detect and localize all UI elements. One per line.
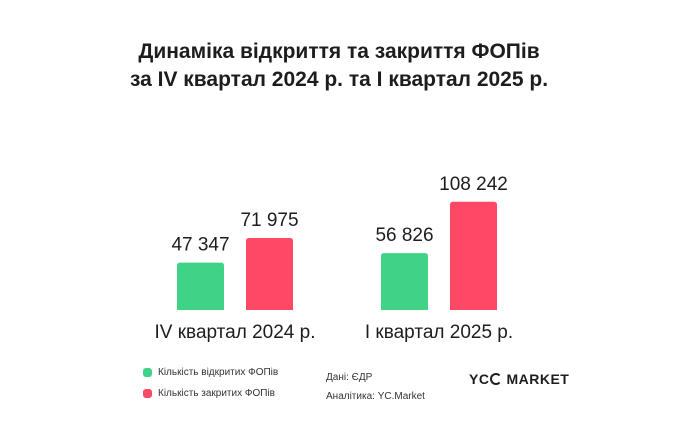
title-line-1: Динаміка відкриття та закриття ФОПів: [138, 40, 540, 63]
bar-closed-1: [246, 238, 293, 310]
category-label-2: I квартал 2025 р.: [365, 322, 513, 343]
bar-opened-2: [381, 253, 428, 310]
legend-swatch-closed: [143, 389, 152, 398]
logo-ring-icon: [490, 373, 503, 385]
bar-opened-1: [177, 262, 224, 310]
legend-label-opened: Кількість відкритих ФОПів: [158, 367, 279, 378]
data-source: Дані: ЄДР: [326, 372, 373, 383]
chart-title: Динаміка відкриття та закриття ФОПів за …: [0, 38, 678, 94]
source-info: Дані: ЄДР Аналітика: YC.Market: [326, 368, 425, 406]
logo-text-left: YC: [469, 371, 490, 387]
title-line-2: за IV квартал 2024 р. та I квартал 2025 …: [129, 68, 549, 91]
analytics-source: Аналітика: YC.Market: [326, 391, 425, 402]
data-label-opened-1: 47 347: [171, 235, 229, 256]
logo-text-right: MARKET: [506, 371, 570, 387]
legend: Кількість відкритих ФОПів Кількість закр…: [143, 366, 278, 408]
data-label-closed-2: 108 242: [439, 174, 508, 195]
legend-swatch-opened: [143, 368, 152, 377]
data-label-closed-1: 71 975: [240, 210, 298, 231]
data-label-opened-2: 56 826: [375, 225, 433, 246]
legend-item-closed: Кількість закритих ФОПів: [143, 387, 278, 400]
yc-market-logo: YC MARKET: [469, 371, 569, 387]
category-label-1: IV квартал 2024 р.: [155, 322, 316, 343]
legend-label-closed: Кількість закритих ФОПів: [158, 388, 275, 399]
bar-closed-2: [450, 201, 497, 310]
legend-item-opened: Кількість відкритих ФОПів: [143, 366, 278, 379]
